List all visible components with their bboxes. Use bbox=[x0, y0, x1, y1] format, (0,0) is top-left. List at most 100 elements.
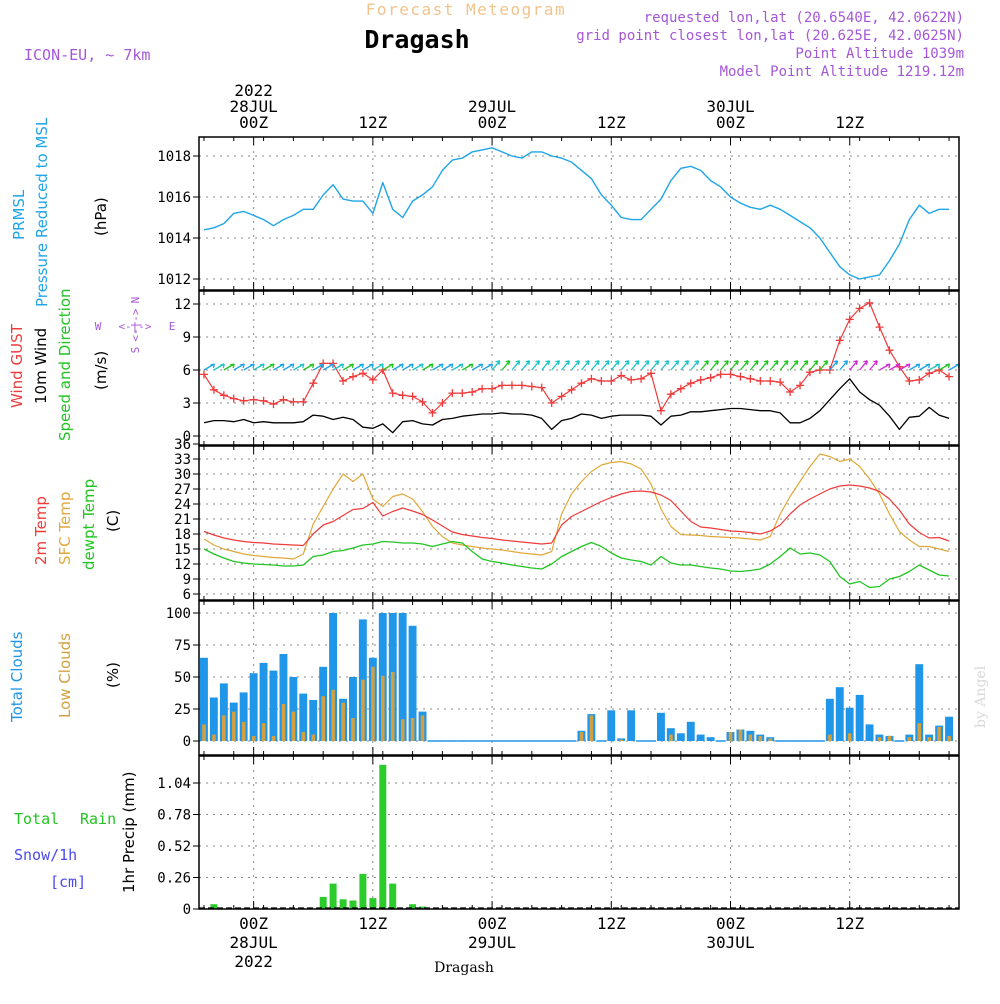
y-tick-label: 36 bbox=[174, 437, 191, 453]
bottom-time-label: 00Z bbox=[478, 914, 507, 933]
low-cloud-bar bbox=[927, 737, 931, 741]
gust-point bbox=[945, 372, 954, 381]
total-cloud-bar bbox=[249, 673, 258, 741]
pressure-label-a: PRMSL bbox=[10, 189, 28, 240]
gust-point bbox=[398, 391, 407, 400]
wind-direction-arrow bbox=[372, 363, 384, 371]
total-cloud-bar bbox=[279, 654, 288, 741]
wind-direction-arrow bbox=[690, 360, 700, 371]
low-cloud-bar bbox=[351, 718, 355, 741]
low-cloud-bar bbox=[361, 679, 365, 741]
total-cloud-bar bbox=[825, 698, 834, 741]
low-cloud-bar bbox=[341, 702, 345, 741]
gust-point bbox=[746, 374, 755, 383]
snow-label: Snow/1h bbox=[14, 846, 77, 864]
gust-point bbox=[269, 400, 278, 409]
y-tick-label: 3 bbox=[183, 396, 191, 412]
wind-direction-arrow bbox=[928, 363, 941, 371]
temp-2m-label: 2m Temp bbox=[32, 496, 50, 565]
compass-w: W bbox=[95, 320, 102, 333]
wind-dir-label: Speed and Direction bbox=[56, 288, 74, 441]
total-cloud-bar bbox=[408, 625, 417, 741]
panels: 1012101410161018036912691215182124273033… bbox=[157, 136, 961, 918]
wind-direction-arrow bbox=[412, 363, 424, 371]
total-cloud-bar bbox=[696, 734, 705, 741]
gust-point bbox=[885, 346, 894, 355]
gust-point bbox=[408, 392, 417, 401]
wind-direction-arrow bbox=[869, 360, 878, 371]
gust-point bbox=[239, 396, 248, 405]
y-tick-label: 0.26 bbox=[157, 871, 191, 887]
rain-bar bbox=[379, 764, 387, 909]
gust-point bbox=[905, 377, 914, 385]
gust-point bbox=[706, 373, 715, 382]
gust-point bbox=[368, 375, 377, 384]
low-cloud-bar bbox=[589, 715, 594, 741]
total-cloud-bar bbox=[289, 677, 298, 741]
wind10-line bbox=[203, 378, 950, 434]
low-cloud-bar bbox=[877, 737, 882, 741]
wind-compass: N S W E <-|-> <-|-> bbox=[95, 297, 176, 354]
y-tick-label: 0 bbox=[183, 902, 191, 918]
top-time-label: 30JUL bbox=[706, 97, 754, 116]
y-tick-label: 0.52 bbox=[157, 839, 191, 855]
bottom-time-label: 12Z bbox=[597, 914, 626, 933]
y-tick-label: 12 bbox=[174, 557, 191, 573]
panel-4: 0 0.26 0.52 0.78 1.04 bbox=[157, 756, 959, 918]
wind-direction-arrow bbox=[720, 360, 729, 371]
y-tick-label: 9 bbox=[183, 572, 191, 588]
gust-point bbox=[617, 371, 626, 380]
y-tick-label: 75 bbox=[174, 638, 191, 654]
credit: by Angel bbox=[973, 665, 989, 728]
total-cloud-bar bbox=[398, 613, 407, 741]
low-cloud-bar bbox=[212, 734, 216, 741]
gust-point bbox=[537, 383, 546, 392]
wind-direction-arrow bbox=[779, 360, 789, 371]
gust-point bbox=[875, 323, 884, 332]
low-cloud-bar bbox=[331, 689, 335, 741]
low-cloud-bar bbox=[907, 737, 912, 741]
compass-s: S bbox=[129, 347, 142, 354]
rain-bar bbox=[329, 883, 337, 909]
wind-direction-arrow bbox=[909, 363, 921, 371]
rain-bar bbox=[319, 896, 327, 909]
wind-direction-arrow bbox=[650, 360, 660, 371]
wind-direction-arrow bbox=[223, 363, 235, 371]
low-cloud-bar bbox=[281, 703, 286, 741]
low-cloud-bar bbox=[738, 729, 743, 741]
header-subtitle: Forecast Meteogram bbox=[366, 0, 566, 19]
y-tick-label: 9 bbox=[183, 330, 191, 346]
wind-direction-arrow bbox=[918, 363, 931, 371]
wind-direction-arrow bbox=[561, 360, 570, 371]
y-tick-label: 1.04 bbox=[157, 776, 191, 792]
gust-point bbox=[448, 389, 457, 398]
wind-direction-arrow bbox=[799, 360, 809, 371]
low-cloud-bar bbox=[420, 715, 425, 741]
low-cloud-bar bbox=[768, 738, 773, 741]
wind-direction-arrow bbox=[213, 363, 225, 371]
wind-direction-arrow bbox=[730, 360, 739, 371]
y-tick-label: 27 bbox=[174, 482, 191, 498]
wind-direction-arrow bbox=[273, 363, 285, 371]
y-tick-label: 1012 bbox=[157, 272, 191, 288]
wind-direction-arrow bbox=[551, 360, 561, 371]
wind-direction-arrow bbox=[442, 363, 454, 371]
gust-point bbox=[527, 382, 536, 391]
gust-point bbox=[666, 390, 675, 399]
wind-direction-arrow bbox=[948, 363, 961, 371]
compass-vertical-arrow: <-|-> bbox=[129, 308, 142, 341]
wind-unit: (m/s) bbox=[92, 351, 110, 390]
panel-frame-4 bbox=[198, 755, 960, 910]
low-cloud-bar bbox=[251, 735, 256, 741]
gust-point bbox=[776, 378, 785, 387]
low-cloud-bar bbox=[847, 733, 852, 741]
panel-frame-0 bbox=[198, 136, 960, 291]
wind-direction-arrow bbox=[590, 360, 600, 371]
low-cloud-bar bbox=[828, 734, 832, 741]
wind-direction-arrow bbox=[481, 363, 494, 371]
wind-direction-arrow bbox=[789, 360, 799, 371]
total-cloud-bar bbox=[309, 700, 318, 741]
wind-direction-arrow bbox=[511, 360, 521, 371]
y-tick-label: 6 bbox=[183, 587, 191, 603]
